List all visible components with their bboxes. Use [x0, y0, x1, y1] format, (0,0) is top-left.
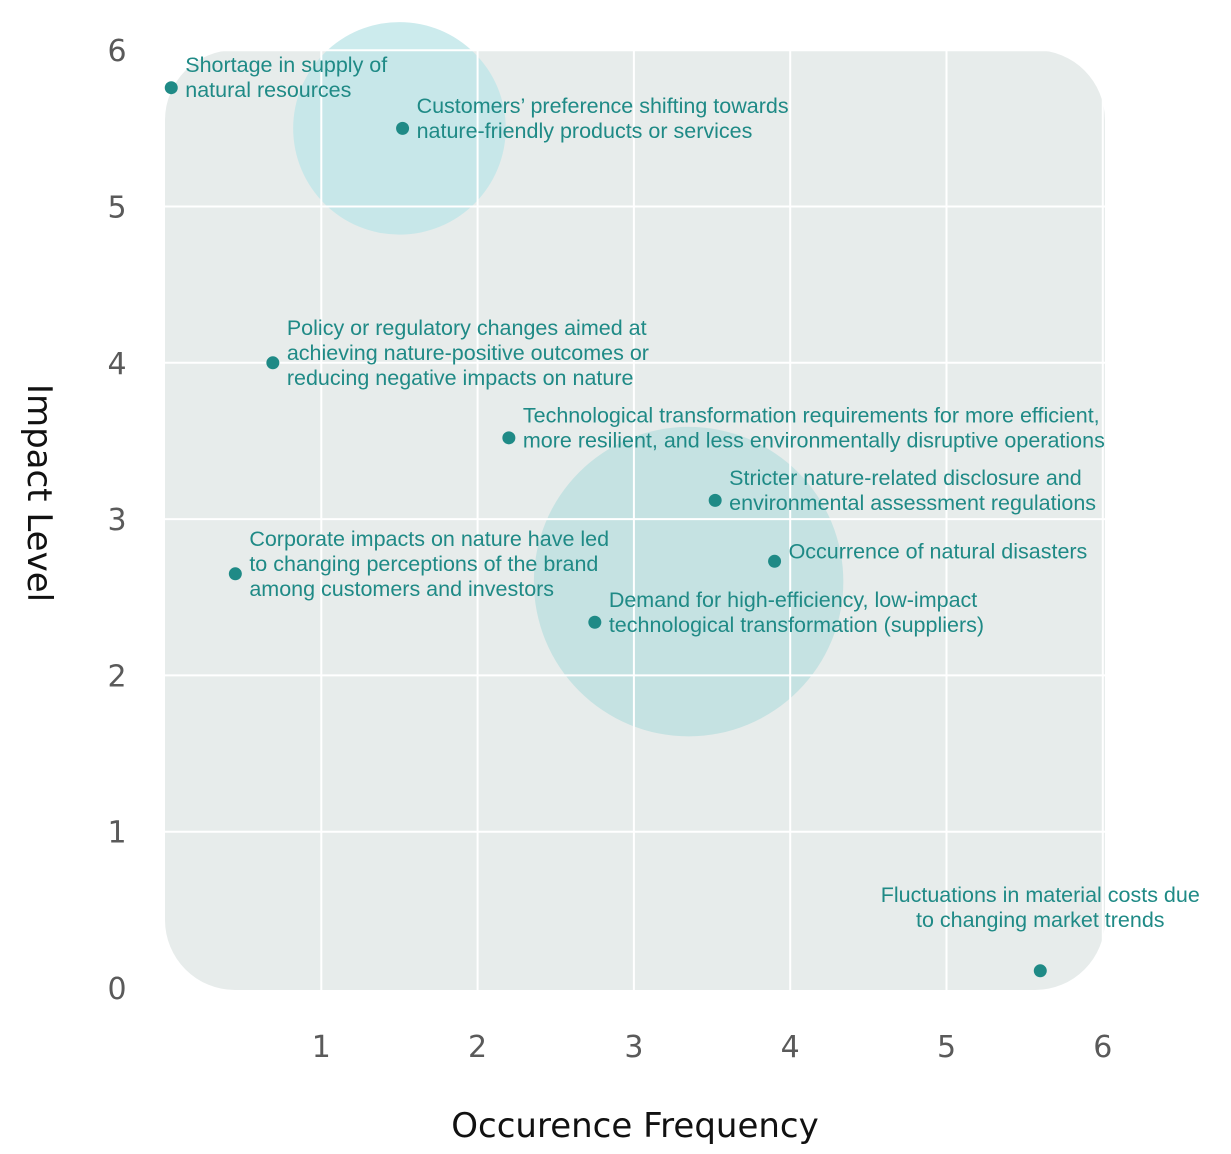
- point-label-line: natural resources: [185, 78, 351, 102]
- point-label-line: environmental assessment regulations: [729, 491, 1096, 515]
- point-label-line: achieving nature-positive outcomes or: [287, 341, 649, 365]
- point-label-line: reducing negative impacts on nature: [287, 366, 634, 390]
- point-label-line: Shortage in supply of: [185, 53, 387, 77]
- point-label: Technological transformation requirement…: [523, 403, 1105, 452]
- data-point-4: Technological transformation requirement…: [502, 403, 1105, 452]
- point-marker: [588, 615, 602, 629]
- point-marker: [1033, 964, 1047, 978]
- point-label-line: technological transformation (suppliers): [609, 613, 984, 637]
- data-point-7: Corporate impacts on nature have led to c…: [228, 527, 609, 601]
- y-axis-title: Impact Level: [19, 384, 59, 602]
- point-label-line: Occurrence of natural disasters: [789, 539, 1088, 563]
- y-tick-label: 3: [107, 503, 126, 538]
- point-label: Fluctuations in material costs due to cha…: [881, 883, 1200, 932]
- grid-lines: [165, 49, 1105, 990]
- point-label-line: to changing perceptions of the brand: [249, 552, 598, 576]
- x-tick-label: 2: [468, 1030, 487, 1065]
- y-tick-label: 4: [107, 347, 126, 382]
- x-tick-label: 1: [312, 1030, 331, 1065]
- point-marker: [396, 121, 410, 135]
- point-label: Corporate impacts on nature have led to c…: [249, 527, 609, 601]
- y-axis-ticks: 0 1 2 3 4 5 6: [107, 34, 126, 1007]
- y-tick-label: 6: [107, 34, 126, 69]
- point-label-line: Stricter nature-related disclosure and: [729, 466, 1082, 490]
- point-label-line: Technological transformation requirement…: [523, 403, 1100, 427]
- x-tick-label: 3: [624, 1030, 643, 1065]
- x-tick-label: 4: [781, 1030, 800, 1065]
- x-axis-title: Occurence Frequency: [451, 1106, 818, 1146]
- point-label-line: to changing market trends: [916, 908, 1165, 932]
- point-label: Occurrence of natural disasters: [789, 539, 1088, 563]
- y-tick-label: 2: [107, 659, 126, 694]
- data-point-6: Occurrence of natural disasters: [768, 539, 1087, 568]
- point-label-line: Fluctuations in material costs due: [881, 883, 1200, 907]
- data-point-3: Policy or regulatory changes aimed at ach…: [266, 316, 649, 390]
- point-label-line: Demand for high-efficiency, low-impact: [609, 588, 977, 612]
- x-axis-ticks: 1 2 3 4 5 6: [312, 1030, 1113, 1065]
- point-marker: [502, 431, 516, 445]
- point-label: Stricter nature-related disclosure and en…: [729, 466, 1096, 515]
- data-point-9: Fluctuations in material costs due to cha…: [881, 883, 1200, 978]
- point-label-line: nature-friendly products or services: [417, 119, 753, 143]
- x-tick-label: 6: [1093, 1030, 1112, 1065]
- point-label: Demand for high-efficiency, low-impact te…: [609, 588, 984, 637]
- data-points: Shortage in supply of natural resources Cu…: [164, 53, 1200, 978]
- data-point-1: Shortage in supply of natural resources: [164, 53, 387, 102]
- y-tick-label: 1: [107, 816, 126, 851]
- data-point-2: Customers’ preference shifting towards na…: [396, 94, 789, 143]
- point-marker: [228, 567, 242, 581]
- highlight-bubble-2: [533, 426, 844, 737]
- point-label: Shortage in supply of natural resources: [185, 53, 387, 102]
- y-tick-label: 5: [107, 191, 126, 226]
- point-label-line: among customers and investors: [249, 577, 554, 601]
- point-label-line: Corporate impacts on nature have led: [249, 527, 609, 551]
- point-label-line: Policy or regulatory changes aimed at: [287, 316, 647, 340]
- point-label-line: Customers’ preference shifting towards: [417, 94, 789, 118]
- point-marker: [708, 493, 722, 507]
- x-tick-label: 5: [937, 1030, 956, 1065]
- point-marker: [768, 554, 782, 568]
- point-marker: [164, 81, 178, 95]
- data-point-5: Stricter nature-related disclosure and en…: [708, 466, 1096, 515]
- data-point-8: Demand for high-efficiency, low-impact te…: [588, 588, 984, 637]
- y-tick-label: 0: [107, 972, 126, 1007]
- point-label: Policy or regulatory changes aimed at ach…: [287, 316, 649, 390]
- point-label-line: more resilient, and less environmentally…: [523, 428, 1105, 452]
- point-marker: [266, 356, 280, 370]
- point-label: Customers’ preference shifting towards na…: [417, 94, 789, 143]
